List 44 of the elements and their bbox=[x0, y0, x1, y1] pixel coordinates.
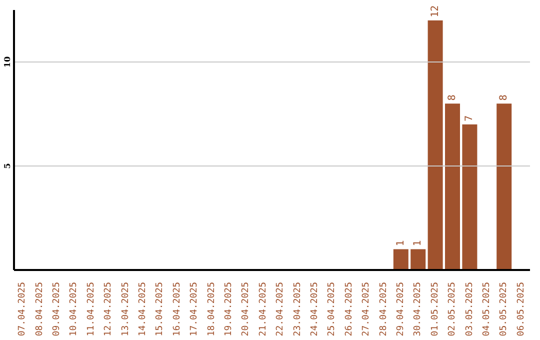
x-tick-label: 18.04.2025 bbox=[206, 282, 217, 336]
x-tick-label: 28.04.2025 bbox=[378, 282, 389, 336]
x-tick-label: 03.05.2025 bbox=[464, 282, 475, 336]
x-tick-label: 08.04.2025 bbox=[34, 282, 45, 336]
y-tick-label: 5 bbox=[2, 163, 12, 169]
x-tick-label: 06.05.2025 bbox=[516, 282, 526, 336]
x-tick-label: 19.04.2025 bbox=[224, 282, 234, 336]
x-tick-label: 20.04.2025 bbox=[241, 282, 252, 336]
x-tick-label: 13.04.2025 bbox=[120, 282, 131, 336]
x-tick-label: 09.04.2025 bbox=[52, 282, 62, 336]
x-tick-label: 12.04.2025 bbox=[104, 282, 114, 336]
x-tick-label: 22.04.2025 bbox=[276, 282, 286, 336]
x-tick-label: 27.04.2025 bbox=[362, 282, 372, 336]
x-tick-label: 23.04.2025 bbox=[292, 282, 303, 336]
x-tick-label: 14.04.2025 bbox=[138, 282, 148, 336]
x-tick-label: 04.05.2025 bbox=[482, 282, 492, 336]
x-tick-label: 30.04.2025 bbox=[413, 282, 424, 336]
x-tick-label: 10.04.2025 bbox=[69, 282, 80, 336]
data-label: 8 bbox=[498, 94, 510, 101]
x-tick-label: 25.04.2025 bbox=[327, 282, 338, 336]
bar bbox=[410, 249, 426, 270]
x-tick-label: 16.04.2025 bbox=[172, 282, 182, 336]
x-tick-label: 01.05.2025 bbox=[430, 282, 440, 336]
x-tick-label: 05.05.2025 bbox=[499, 282, 510, 336]
y-tick-label: 10 bbox=[2, 56, 12, 68]
x-tick-label: 15.04.2025 bbox=[155, 282, 166, 336]
x-tick-label: 02.05.2025 bbox=[448, 282, 458, 336]
x-tick-label: 17.04.2025 bbox=[190, 282, 200, 336]
bar bbox=[428, 20, 443, 270]
data-label: 7 bbox=[464, 115, 476, 122]
data-label: 1 bbox=[395, 240, 406, 246]
bar bbox=[462, 124, 478, 270]
x-tick-label: 24.04.2025 bbox=[310, 282, 320, 336]
bar bbox=[393, 249, 408, 270]
x-tick-label: 26.04.2025 bbox=[344, 282, 354, 336]
data-label: 8 bbox=[447, 94, 458, 101]
data-label: 1 bbox=[412, 240, 424, 246]
x-tick-label: 07.04.2025 bbox=[18, 282, 28, 336]
bar bbox=[496, 104, 512, 270]
x-tick-label: 11.04.2025 bbox=[86, 282, 96, 336]
bar bbox=[445, 104, 460, 270]
x-tick-label: 29.04.2025 bbox=[396, 282, 406, 336]
x-tick-label: 21.04.2025 bbox=[258, 282, 268, 336]
data-label: 12 bbox=[430, 5, 441, 18]
